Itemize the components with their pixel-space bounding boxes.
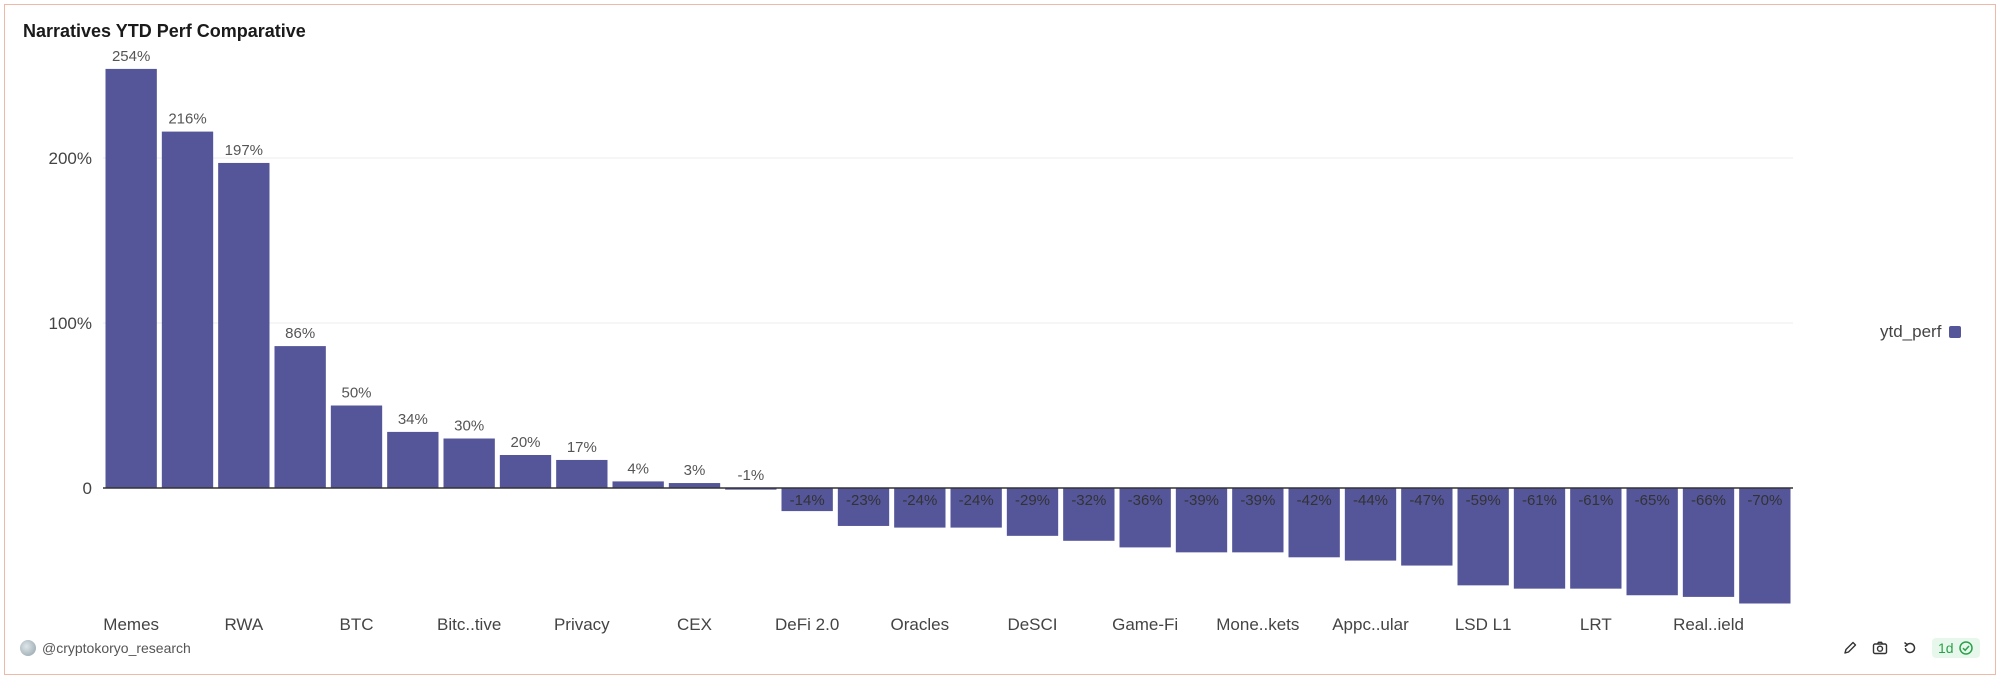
data-label: 86% <box>285 325 315 342</box>
chart-panel: Narratives YTD Perf Comparative <box>4 4 1996 675</box>
data-label: -39% <box>1240 492 1275 509</box>
x-tick-label: Real..ield <box>1673 615 1744 634</box>
data-label: -32% <box>1071 492 1106 509</box>
bar <box>668 483 721 488</box>
freshness-badge-label: 1d <box>1938 640 1954 656</box>
bar <box>1288 488 1340 558</box>
bar <box>1626 488 1678 596</box>
data-label: -29% <box>1015 492 1050 509</box>
data-label: -66% <box>1691 492 1726 509</box>
x-tick-label: Bitc..tive <box>437 615 501 634</box>
data-label: -39% <box>1184 492 1219 509</box>
data-label: -59% <box>1466 492 1501 509</box>
data-label: -47% <box>1409 492 1444 509</box>
chart-toolbar: 1d <box>1842 638 1980 658</box>
bar <box>105 68 157 489</box>
bar <box>950 488 1002 528</box>
bar <box>1344 488 1397 561</box>
author-credit: @cryptokoryo_research <box>20 640 191 656</box>
avatar <box>20 640 36 656</box>
bar <box>1175 488 1228 553</box>
data-label: -70% <box>1747 492 1782 509</box>
bar <box>1006 488 1059 536</box>
bar <box>330 405 383 488</box>
bar <box>1682 488 1735 597</box>
refresh-icon[interactable] <box>1902 640 1918 656</box>
bar <box>1570 488 1622 589</box>
data-label: 4% <box>627 460 649 477</box>
data-label: -36% <box>1128 492 1163 509</box>
bar <box>725 488 777 490</box>
data-label: 17% <box>567 439 597 456</box>
y-tick-label: 100% <box>49 314 92 333</box>
bar <box>274 346 326 488</box>
bar <box>1401 488 1453 566</box>
legend-swatch <box>1949 326 1962 338</box>
x-tick-label: BTC <box>340 615 374 634</box>
data-label: 216% <box>168 111 206 128</box>
bar <box>1119 488 1171 548</box>
data-label: -65% <box>1635 492 1670 509</box>
data-label: 3% <box>684 462 706 479</box>
data-label: -42% <box>1297 492 1332 509</box>
bar <box>612 481 664 488</box>
freshness-badge[interactable]: 1d <box>1932 638 1980 658</box>
bar <box>1063 488 1115 541</box>
bar <box>499 455 552 488</box>
data-label: -24% <box>959 492 994 509</box>
bar <box>161 131 214 488</box>
x-tick-label: LSD L1 <box>1455 615 1512 634</box>
chart-title: Narratives YTD Perf Comparative <box>23 21 306 41</box>
camera-icon[interactable] <box>1872 640 1888 656</box>
check-circle-icon <box>1958 640 1974 656</box>
data-label: -23% <box>846 492 881 509</box>
x-tick-label: Oracles <box>891 615 950 634</box>
y-tick-label: 200% <box>49 149 92 168</box>
bar <box>443 438 495 488</box>
data-label: 50% <box>341 385 371 402</box>
x-tick-label: Mone..kets <box>1216 615 1299 634</box>
data-label: -44% <box>1353 492 1388 509</box>
bar <box>1513 488 1566 589</box>
data-label: 254% <box>112 48 150 65</box>
data-label: 197% <box>225 142 263 159</box>
bar <box>387 431 439 488</box>
data-label: 34% <box>398 411 428 428</box>
edit-icon[interactable] <box>1842 640 1858 656</box>
x-tick-label: DeSCI <box>1007 615 1057 634</box>
x-tick-label: DeFi 2.0 <box>775 615 839 634</box>
legend[interactable]: ytd_perf <box>1880 322 1962 342</box>
x-tick-label: Privacy <box>554 615 610 634</box>
author-handle: @cryptokoryo_research <box>42 640 191 656</box>
data-label: 30% <box>454 418 484 435</box>
bar <box>218 162 270 488</box>
bar <box>894 488 946 528</box>
bar <box>1457 488 1509 586</box>
x-tick-label: Game-Fi <box>1112 615 1178 634</box>
data-label: -24% <box>902 492 937 509</box>
bar <box>837 488 890 526</box>
x-tick-label: Memes <box>103 615 159 634</box>
data-label: 20% <box>510 434 540 451</box>
data-label: -14% <box>790 492 825 509</box>
data-label: -61% <box>1578 492 1613 509</box>
y-tick-label: 0 <box>83 479 92 498</box>
data-label: -1% <box>737 467 764 484</box>
bar <box>1232 488 1284 553</box>
x-tick-label: Appc..ular <box>1332 615 1409 634</box>
bar <box>556 459 608 488</box>
x-tick-label: RWA <box>224 615 263 634</box>
bar <box>1739 488 1791 604</box>
data-label: -61% <box>1522 492 1557 509</box>
bar <box>781 488 833 512</box>
legend-label: ytd_perf <box>1880 322 1942 341</box>
x-tick-label: CEX <box>677 615 712 634</box>
x-tick-label: LRT <box>1580 615 1612 634</box>
